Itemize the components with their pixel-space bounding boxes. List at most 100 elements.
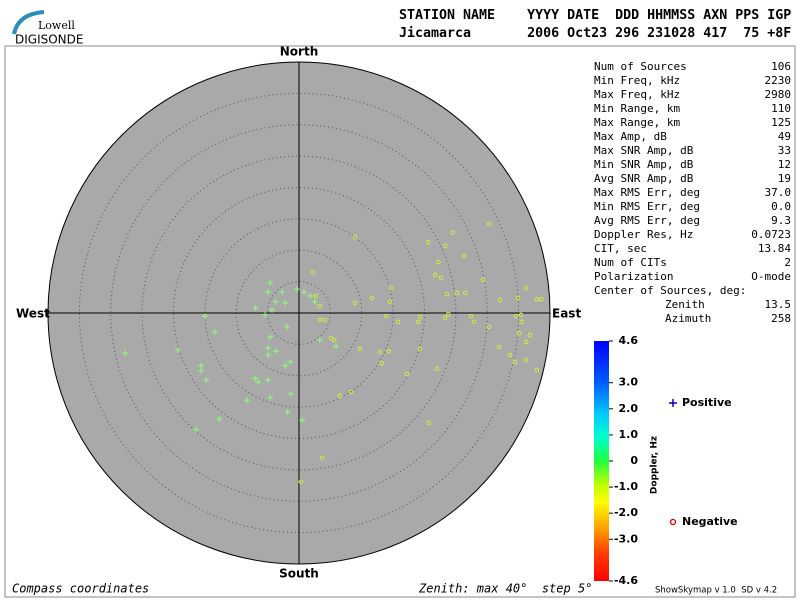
stat-label: Max Amp, dB (594, 130, 667, 143)
source-point (527, 332, 533, 338)
source-point (265, 345, 272, 352)
source-point (444, 291, 450, 297)
stat-label: Max SNR Amp, dB (594, 144, 694, 157)
source-point (310, 269, 316, 275)
source-point (515, 295, 521, 301)
source-point (519, 319, 525, 325)
stat-label: Max Range, km (594, 116, 680, 129)
center-value: 258 (771, 312, 791, 325)
header-labels: STATION NAME YYYY DATE DDD HHMMSS AXN PP… (399, 8, 791, 23)
source-point (203, 377, 210, 384)
source-point (352, 300, 358, 306)
colorbar-tick-label: 2.0 (619, 402, 639, 415)
source-point (446, 311, 451, 317)
stat-value: 2 (784, 256, 791, 269)
source-point (287, 390, 294, 397)
stat-value: 9.3 (771, 214, 791, 227)
source-point (387, 299, 393, 305)
source-point (198, 367, 205, 374)
stat-value: 2230 (765, 74, 792, 87)
legend: Positive Negative (669, 396, 738, 528)
west-label: West (16, 307, 50, 321)
source-point (279, 289, 286, 296)
source-point (417, 346, 423, 352)
legend-symbol (669, 399, 677, 407)
source-point (383, 313, 389, 319)
stat-label: Num of CITs (594, 256, 667, 269)
source-point (284, 409, 291, 416)
source-point (442, 243, 448, 249)
coordinates-note: Compass coordinates (12, 582, 149, 596)
legend-symbol (669, 518, 677, 526)
source-point (438, 275, 444, 281)
source-point (331, 337, 337, 343)
source-point (319, 455, 325, 461)
stat-value: 125 (771, 116, 791, 129)
colorbar-label: Doppler, Hz (650, 436, 660, 494)
source-point (468, 313, 474, 319)
colorbar-tick-label: 0 (630, 454, 638, 467)
source-point (201, 313, 208, 320)
source-point (307, 293, 314, 300)
colorbar-tick-label: 1.0 (619, 428, 639, 441)
colorbar-tick-label: -1.0 (614, 480, 638, 493)
stat-value: 13.84 (758, 242, 791, 255)
source-point (388, 285, 394, 291)
source-point (243, 397, 250, 404)
stat-label: Avg RMS Err, deg (594, 214, 700, 227)
legend-label: Negative (682, 515, 738, 528)
stat-value: 110 (771, 102, 791, 115)
stat-value: 33 (778, 144, 791, 157)
source-point (337, 393, 343, 399)
stat-label: Min SNR Amp, dB (594, 158, 694, 171)
source-point (198, 362, 205, 369)
source-point (434, 366, 440, 372)
source-point (265, 377, 272, 384)
source-point (471, 319, 477, 325)
version: ShowSkymap v 1.0 SD v 4.2 (655, 586, 777, 596)
source-point (348, 389, 354, 395)
source-point (461, 253, 467, 259)
colorbar-tick-label: -4.6 (614, 574, 638, 587)
logo-bottom: DIGISONDE (15, 33, 83, 47)
source-point (497, 297, 503, 303)
north-label: North (280, 45, 318, 59)
source-point (267, 394, 274, 401)
source-point (404, 371, 410, 377)
center-title: Center of Sources, deg: (594, 284, 746, 297)
source-point (255, 379, 262, 386)
source-point (282, 362, 289, 369)
stat-value: 0.0723 (751, 228, 791, 241)
logo-swoosh (12, 10, 45, 35)
source-point (513, 313, 519, 319)
south-label: South (279, 567, 319, 581)
source-point (265, 289, 272, 296)
stats-panel: Num of Sources 106 Min Freq, kHz 2230 Max Fr… (594, 60, 791, 325)
source-point (317, 303, 323, 309)
source-point (386, 348, 392, 354)
source-point (352, 234, 358, 240)
source-point (311, 298, 318, 305)
source-point (450, 230, 456, 235)
source-point (316, 336, 323, 343)
stat-label: CIT, sec (594, 242, 647, 255)
source-point (252, 375, 259, 382)
source-point (298, 479, 304, 485)
center-value: 13.5 (765, 298, 792, 311)
source-point (454, 290, 460, 296)
source-point (122, 350, 129, 357)
source-point (294, 286, 301, 293)
source-point (301, 289, 308, 296)
stat-label: Max Freq, kHz (594, 88, 680, 101)
colorbar-tick-label: -2.0 (614, 506, 638, 519)
source-point (287, 358, 294, 365)
colorbar-tick-label: 4.6 (619, 334, 639, 347)
source-point (357, 346, 363, 352)
stat-value: 12 (778, 158, 791, 171)
source-point (333, 343, 340, 350)
source-point (267, 333, 274, 340)
colorbar-tick-label: 3.0 (619, 376, 639, 389)
source-point (328, 335, 334, 341)
source-point (284, 323, 291, 330)
source-point (395, 319, 401, 325)
